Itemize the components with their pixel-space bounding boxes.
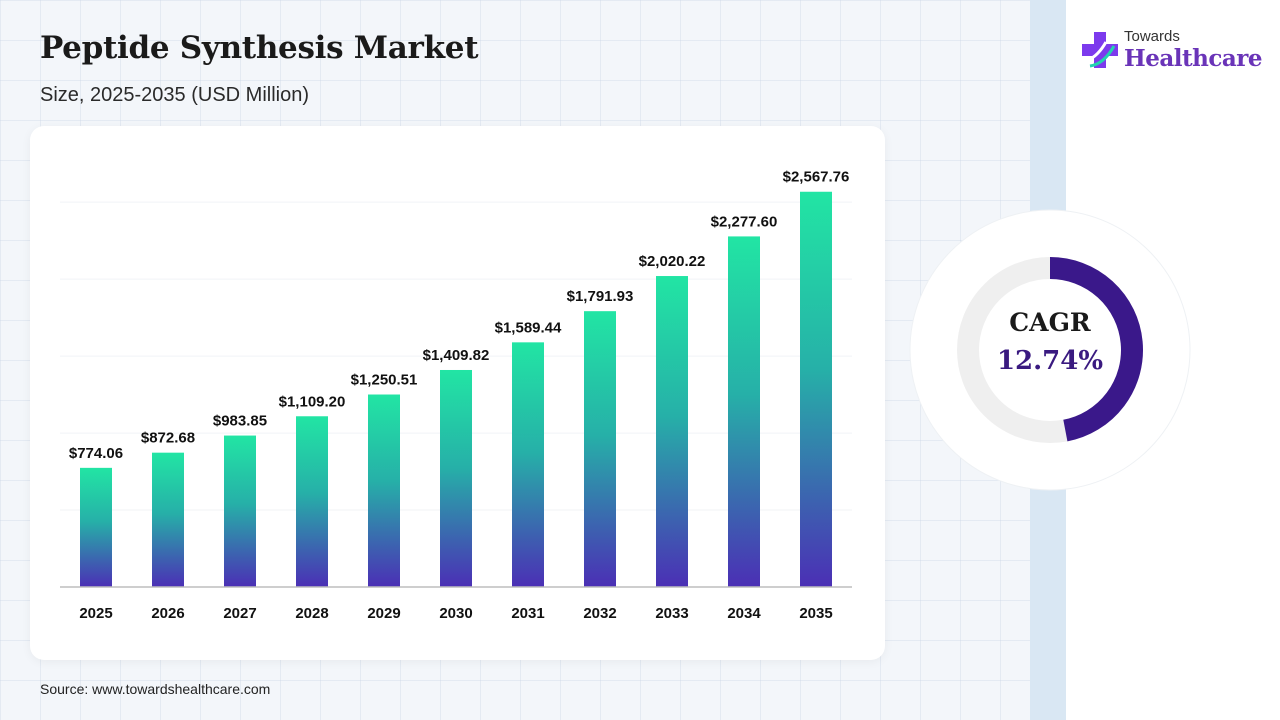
data-label-2032: $1,791.93 bbox=[567, 288, 634, 305]
cagr-donut: CAGR 12.74% bbox=[909, 209, 1191, 491]
cagr-label: CAGR bbox=[1009, 308, 1091, 337]
bar-2030 bbox=[440, 369, 472, 587]
cagr-outer-circle bbox=[909, 209, 1191, 491]
bar-2034 bbox=[728, 236, 760, 587]
x-tick-label-2025: 2025 bbox=[79, 605, 112, 622]
bar-chart: $774.06 $872.68 $983.85 $1,109.20 $1,250.51 $… bbox=[60, 169, 852, 622]
data-label-2029: $1,250.51 bbox=[351, 372, 418, 389]
bar-2031 bbox=[512, 342, 544, 587]
logo-line2: Healthcare bbox=[1124, 45, 1263, 72]
x-tick-label-2033: 2033 bbox=[655, 605, 688, 622]
source-note: Source: www.towardshealthcare.com bbox=[40, 681, 271, 697]
x-tick-label-2027: 2027 bbox=[223, 605, 256, 622]
towards-healthcare-logo[interactable]: Towards Healthcare bbox=[1080, 28, 1263, 78]
bar-2025 bbox=[80, 467, 112, 587]
data-label-2025: $774.06 bbox=[69, 445, 123, 462]
data-label-2033: $2,020.22 bbox=[639, 253, 706, 270]
x-tick-label-2030: 2030 bbox=[439, 605, 472, 622]
data-label-2026: $872.68 bbox=[141, 430, 195, 447]
bar-2033 bbox=[656, 276, 688, 587]
bar-2029 bbox=[368, 394, 400, 587]
cagr-arc bbox=[1049, 257, 1143, 442]
x-tick-label-2034: 2034 bbox=[727, 605, 761, 622]
data-label-2034: $2,277.60 bbox=[711, 213, 778, 230]
chart-subtitle: Size, 2025-2035 (USD Million) bbox=[40, 84, 310, 106]
chart-card: $774.06 $872.68 $983.85 $1,109.20 $1,250.51 $… bbox=[30, 126, 885, 660]
bar-2028 bbox=[296, 416, 328, 587]
data-label-2027: $983.85 bbox=[213, 413, 267, 430]
data-label-2031: $1,589.44 bbox=[495, 319, 562, 336]
x-tick-label-2035: 2035 bbox=[799, 605, 832, 622]
data-label-2035: $2,567.76 bbox=[783, 169, 850, 186]
bars-group bbox=[80, 191, 832, 587]
bar-2027 bbox=[224, 435, 256, 587]
chart-title: Peptide Synthesis Market bbox=[40, 30, 479, 66]
medical-cross-icon bbox=[1082, 32, 1118, 68]
data-label-2030: $1,409.82 bbox=[423, 347, 490, 364]
x-tick-label-2031: 2031 bbox=[511, 605, 544, 622]
bar-2026 bbox=[152, 452, 184, 587]
gridlines bbox=[60, 201, 852, 511]
x-tick-label-2028: 2028 bbox=[295, 605, 328, 622]
x-tick-label-2029: 2029 bbox=[367, 605, 400, 622]
x-tick-labels-group: 2025 2026 2027 2028 2029 2030 2031 2032 2033 2034… bbox=[79, 605, 832, 622]
x-tick-label-2032: 2032 bbox=[583, 605, 616, 622]
bar-2035 bbox=[800, 191, 832, 587]
logo-line1: Towards bbox=[1124, 28, 1180, 45]
data-label-2028: $1,109.20 bbox=[279, 393, 346, 410]
bar-2032 bbox=[584, 311, 616, 587]
x-tick-label-2026: 2026 bbox=[151, 605, 184, 622]
data-labels-group: $774.06 $872.68 $983.85 $1,109.20 $1,250.51 $… bbox=[69, 169, 849, 462]
cagr-value: 12.74% bbox=[997, 346, 1103, 376]
